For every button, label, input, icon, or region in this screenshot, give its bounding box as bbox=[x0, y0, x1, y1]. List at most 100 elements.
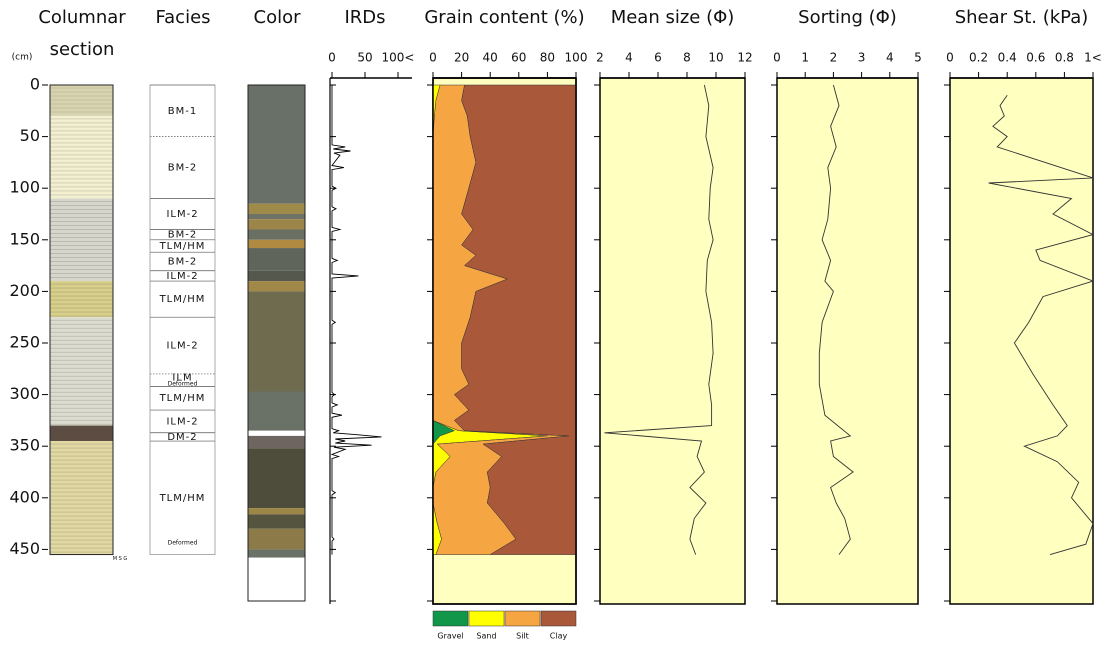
color-outline bbox=[247, 84, 306, 602]
x-tick-label: 100< bbox=[382, 51, 415, 65]
color-segment bbox=[248, 270, 305, 282]
x-tick-label: 0.6 bbox=[1026, 51, 1045, 65]
color-segment bbox=[248, 239, 305, 249]
lithology-layer bbox=[50, 441, 113, 555]
lithology-layer bbox=[50, 85, 113, 116]
lithology-layer bbox=[50, 281, 113, 318]
legend-swatch bbox=[432, 610, 469, 627]
facies-label: ILM-2 bbox=[166, 271, 198, 282]
depth-label: 300 bbox=[9, 384, 40, 403]
facies-unit bbox=[150, 229, 215, 240]
color-segment bbox=[248, 514, 305, 529]
facies-unit bbox=[150, 252, 215, 271]
x-tick-label: 2 bbox=[830, 51, 838, 65]
facies-unit bbox=[150, 441, 215, 555]
facies-unit bbox=[150, 198, 215, 230]
lithology-layer bbox=[50, 198, 113, 282]
legend-swatch bbox=[540, 610, 577, 627]
depth-label: 0 bbox=[30, 75, 40, 94]
depth-label: 400 bbox=[9, 487, 40, 506]
color-segment bbox=[248, 557, 305, 601]
color-segment bbox=[248, 448, 305, 509]
facies-unit bbox=[150, 373, 215, 387]
x-tick-label: 0.8 bbox=[1055, 51, 1074, 65]
depth-label: 200 bbox=[9, 281, 40, 300]
color-segment bbox=[248, 391, 305, 431]
x-tick-label: 1< bbox=[1084, 51, 1102, 65]
color-segment bbox=[248, 219, 305, 230]
color-segment bbox=[248, 435, 305, 449]
data-line bbox=[988, 95, 1095, 556]
x-tick-label: 12 bbox=[737, 51, 752, 65]
legend-swatch bbox=[504, 610, 541, 627]
facies-label: BM-2 bbox=[168, 163, 197, 174]
x-tick-label: 4 bbox=[625, 51, 633, 65]
x-tick-label: 0 bbox=[773, 51, 781, 65]
x-tick-label: 1 bbox=[801, 51, 809, 65]
x-tick-label: 20 bbox=[454, 51, 469, 65]
depth-label: 250 bbox=[9, 333, 40, 352]
facies-unit bbox=[150, 270, 215, 282]
facies-label: TLM/HM bbox=[159, 493, 206, 504]
panel-title: Grain content (%) bbox=[424, 7, 584, 28]
data-line bbox=[330, 85, 382, 555]
x-tick-label: 0 bbox=[429, 51, 437, 65]
depth-label: 150 bbox=[9, 229, 40, 248]
x-tick-label: 60 bbox=[511, 51, 526, 65]
color-segment bbox=[248, 508, 305, 515]
facies-note: Deformed bbox=[168, 381, 198, 388]
legend-label: Silt bbox=[516, 632, 529, 641]
facies-label: ILM-2 bbox=[166, 416, 198, 427]
lithology-layer bbox=[50, 317, 113, 426]
depth-label: 50 bbox=[20, 126, 40, 145]
facies-label: BM-2 bbox=[168, 230, 197, 241]
x-tick-label: 4 bbox=[886, 51, 894, 65]
x-tick-label: 5 bbox=[914, 51, 922, 65]
x-tick-label: 100 bbox=[565, 51, 588, 65]
x-tick-label: 0 bbox=[946, 51, 954, 65]
facies-label: BM-1 bbox=[168, 106, 197, 117]
panel-title: Mean size (Φ) bbox=[611, 7, 735, 28]
facies-note: Deformed bbox=[168, 539, 198, 546]
panel-title: Sorting (Φ) bbox=[798, 7, 897, 28]
x-tick-label: 6 bbox=[654, 51, 662, 65]
panel-title: Columnar bbox=[38, 7, 126, 28]
panel-frame bbox=[776, 77, 919, 605]
data-line bbox=[604, 84, 714, 555]
panel-frame bbox=[599, 77, 746, 605]
color-segment bbox=[248, 203, 305, 214]
depth-label: 350 bbox=[9, 436, 40, 455]
facies-unit bbox=[150, 85, 215, 137]
x-tick-label: 50 bbox=[357, 51, 372, 65]
facies-unit bbox=[150, 386, 215, 411]
legend-label: Clay bbox=[550, 632, 568, 641]
facies-label: TLM/HM bbox=[159, 241, 206, 252]
x-tick-label: 3 bbox=[858, 51, 866, 65]
panel-title: IRDs bbox=[344, 7, 385, 28]
facies-unit bbox=[150, 239, 215, 253]
x-tick-label: 0 bbox=[328, 51, 336, 65]
facies-label: ILM bbox=[172, 373, 192, 384]
facies-unit bbox=[150, 281, 215, 318]
x-tick-label: 0.4 bbox=[998, 51, 1017, 65]
legend-swatch bbox=[468, 610, 505, 627]
panel-outline bbox=[432, 77, 577, 605]
x-tick-label: 80 bbox=[540, 51, 555, 65]
x-tick-label: 8 bbox=[683, 51, 691, 65]
facies-label: TLM/HM bbox=[159, 393, 206, 404]
column-outline bbox=[49, 84, 114, 556]
facies-label: ILM-2 bbox=[166, 341, 198, 352]
facies-label: TLM/HM bbox=[159, 294, 206, 305]
facies-label: DM-2 bbox=[167, 432, 197, 443]
lithology-layer bbox=[50, 425, 113, 442]
x-tick-label: 10 bbox=[708, 51, 723, 65]
legend-label: Sand bbox=[476, 632, 496, 641]
color-segment bbox=[248, 281, 305, 292]
color-segment bbox=[248, 549, 305, 558]
color-segment bbox=[248, 214, 305, 220]
depth-unit: (cm) bbox=[12, 53, 33, 63]
panel-title: Facies bbox=[155, 7, 210, 28]
panel-title: section bbox=[50, 39, 115, 60]
color-segment bbox=[248, 248, 305, 271]
data-line bbox=[818, 84, 854, 555]
